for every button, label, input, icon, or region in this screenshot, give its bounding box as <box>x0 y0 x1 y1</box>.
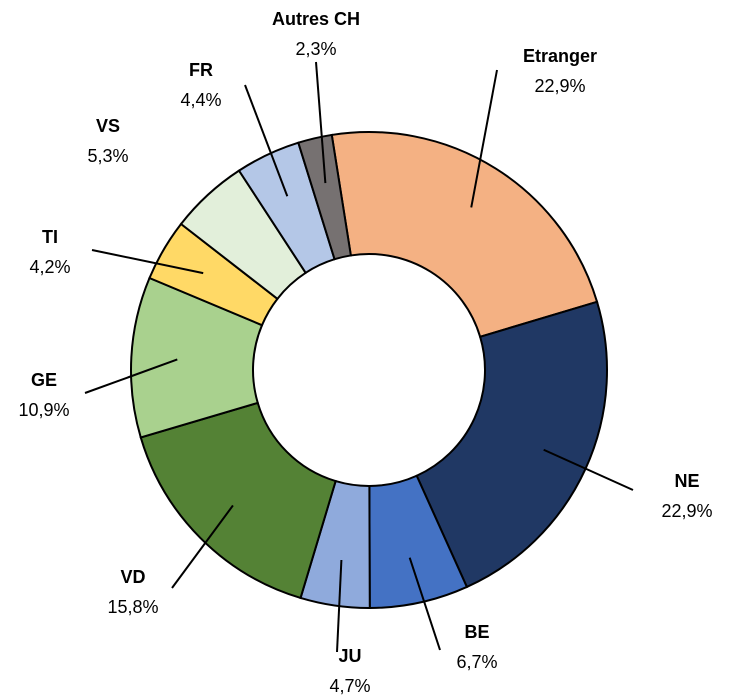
slice-value: 5,3% <box>87 146 128 166</box>
slice-value: 4,7% <box>329 676 370 696</box>
slice-value: 15,8% <box>107 597 158 617</box>
slice-value: 10,9% <box>18 400 69 420</box>
slice-name: BE <box>464 622 489 642</box>
donut-slice <box>330 131 599 339</box>
leader-line <box>244 84 289 197</box>
slice-name: VS <box>96 116 120 136</box>
slice-value: 6,7% <box>456 652 497 672</box>
slice-value: 4,4% <box>180 90 221 110</box>
slice-value: 2,3% <box>295 39 336 59</box>
donut-slice <box>139 401 337 600</box>
leader-line <box>470 69 498 208</box>
slice-name: NE <box>674 471 699 491</box>
leader-line <box>171 504 234 589</box>
slice-name: TI <box>42 227 58 247</box>
slice-value: 22,9% <box>534 76 585 96</box>
leader-line <box>315 61 327 184</box>
slice-value: 4,2% <box>29 257 70 277</box>
leader-line <box>543 448 634 491</box>
slice-value: 22,9% <box>661 501 712 521</box>
leader-line <box>408 557 441 651</box>
leader-line <box>84 358 178 394</box>
slice-name: GE <box>31 370 57 390</box>
leader-line <box>91 249 204 275</box>
slice-name: Autres CH <box>272 9 360 29</box>
donut-slice <box>415 300 608 589</box>
donut-slice <box>297 133 352 261</box>
slice-name: FR <box>189 60 213 80</box>
slice-name: VD <box>120 567 145 587</box>
leader-line <box>336 559 343 653</box>
slice-name: Etranger <box>523 46 597 66</box>
slice-name: JU <box>338 646 361 666</box>
